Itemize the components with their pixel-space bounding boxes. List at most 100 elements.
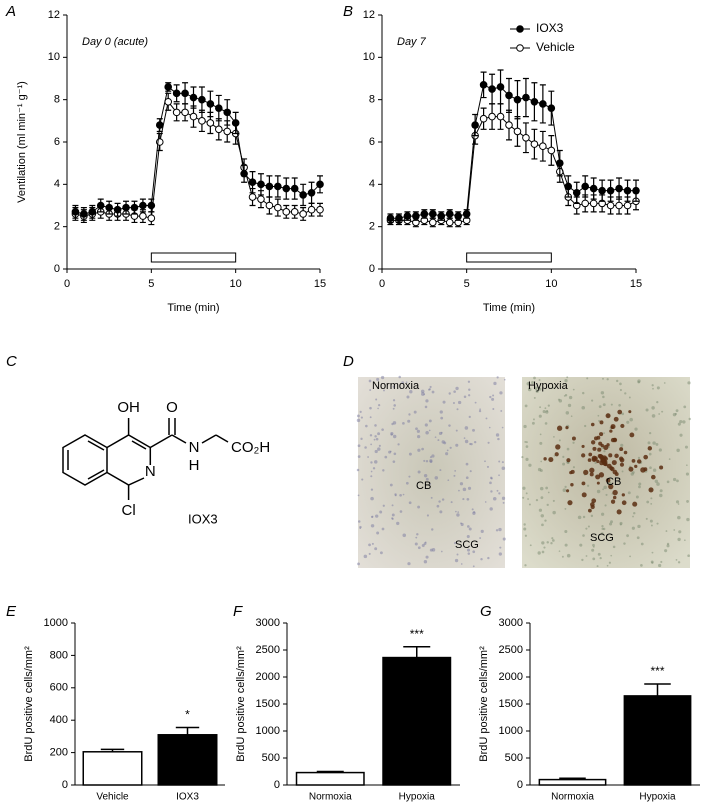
- cell-texture: [539, 486, 544, 491]
- cell-texture: [602, 377, 604, 380]
- cell-texture: [421, 447, 424, 451]
- cell-texture: [479, 537, 482, 540]
- cell-texture: [621, 412, 625, 416]
- brdu-cell: [602, 461, 607, 466]
- cell-texture: [592, 543, 595, 547]
- cell-texture: [383, 389, 385, 392]
- cell-texture: [525, 445, 529, 448]
- brdu-cell: [598, 472, 605, 478]
- cell-texture: [525, 457, 529, 461]
- data-point: [462, 210, 471, 218]
- brdu-cell: [610, 499, 616, 504]
- brdu-cell: [597, 447, 602, 452]
- x-tick-label: Vehicle: [96, 792, 129, 803]
- cell-texture: [380, 375, 385, 380]
- cell-texture: [379, 510, 383, 514]
- brdu-cell: [565, 426, 569, 430]
- cell-texture: [441, 440, 445, 444]
- cell-texture: [602, 488, 605, 491]
- cell-texture: [415, 427, 418, 431]
- cell-texture: [376, 377, 380, 381]
- cell-texture: [656, 386, 660, 390]
- data-point: [198, 95, 206, 104]
- cell-texture: [370, 496, 374, 501]
- cell-texture: [675, 559, 678, 561]
- y-tick-label: 10: [48, 51, 60, 63]
- cell-texture: [390, 433, 393, 436]
- cell-texture: [424, 423, 428, 427]
- brdu-cell: [611, 460, 617, 466]
- cell-texture: [369, 389, 372, 392]
- data-point: [403, 212, 412, 220]
- cell-texture: [610, 554, 613, 557]
- x-tick-label: Normoxia: [309, 792, 352, 803]
- cell-texture: [598, 419, 601, 422]
- brdu-cell: [613, 416, 619, 422]
- cell-texture: [374, 547, 378, 551]
- data-point: [386, 214, 395, 222]
- data-point: [282, 184, 291, 193]
- cell-texture: [489, 395, 492, 399]
- cell-texture: [439, 410, 443, 414]
- cell-texture: [479, 408, 481, 411]
- cell-texture: [356, 468, 360, 472]
- data-point: [105, 203, 113, 212]
- data-point: [471, 121, 479, 129]
- cell-texture: [552, 386, 555, 389]
- data-point: [445, 218, 454, 227]
- data-point: [215, 125, 223, 134]
- data-point: [206, 119, 215, 127]
- data-point: [395, 214, 403, 222]
- cell-texture: [501, 426, 504, 429]
- data-point: [581, 199, 590, 208]
- cell-texture: [361, 478, 364, 481]
- cell-texture: [610, 403, 613, 406]
- cell-texture: [631, 526, 635, 530]
- cell-texture: [448, 424, 451, 427]
- data-point: [589, 184, 598, 193]
- brdu-cell: [565, 489, 570, 493]
- cell-texture: [416, 533, 419, 536]
- cell-texture: [491, 397, 495, 401]
- bar: [382, 656, 452, 786]
- data-point: [257, 180, 265, 189]
- cell-texture: [370, 461, 373, 464]
- cell-texture: [523, 523, 526, 526]
- cell-texture: [675, 409, 679, 413]
- cell-texture: [462, 498, 465, 501]
- compound-name: IOX3: [188, 511, 218, 526]
- brdu-cell: [589, 467, 595, 473]
- image-label: Normoxia: [372, 380, 420, 392]
- brdu-cell: [590, 422, 595, 427]
- data-point: [606, 201, 615, 210]
- brdu-cell: [581, 492, 587, 498]
- cell-texture: [367, 456, 370, 458]
- cell-texture: [661, 410, 664, 413]
- y-tick-label: 8: [369, 94, 375, 106]
- brdu-cell: [569, 471, 573, 475]
- cell-texture: [538, 414, 542, 418]
- cell-texture: [425, 431, 429, 435]
- legend-label: IOX3: [536, 21, 564, 35]
- x-tick-label: 0: [64, 278, 70, 290]
- brdu-cell: [619, 447, 624, 452]
- data-point: [632, 186, 640, 195]
- panel-label: G: [480, 603, 492, 620]
- brdu-cell: [599, 420, 604, 425]
- brdu-cell: [621, 493, 625, 497]
- chemical-structure: [62, 418, 229, 500]
- cell-texture: [440, 416, 444, 420]
- cell-texture: [357, 494, 360, 497]
- cell-texture: [359, 410, 362, 413]
- brdu-cell: [605, 478, 611, 483]
- cell-texture: [472, 550, 476, 554]
- cell-texture: [539, 433, 542, 436]
- brdu-cell: [571, 436, 576, 441]
- cell-texture: [677, 537, 681, 542]
- data-point: [564, 182, 573, 191]
- cell-texture: [501, 466, 506, 471]
- cell-texture: [566, 447, 570, 451]
- cell-texture: [464, 426, 469, 430]
- cell-texture: [678, 530, 682, 534]
- cell-texture: [533, 376, 536, 380]
